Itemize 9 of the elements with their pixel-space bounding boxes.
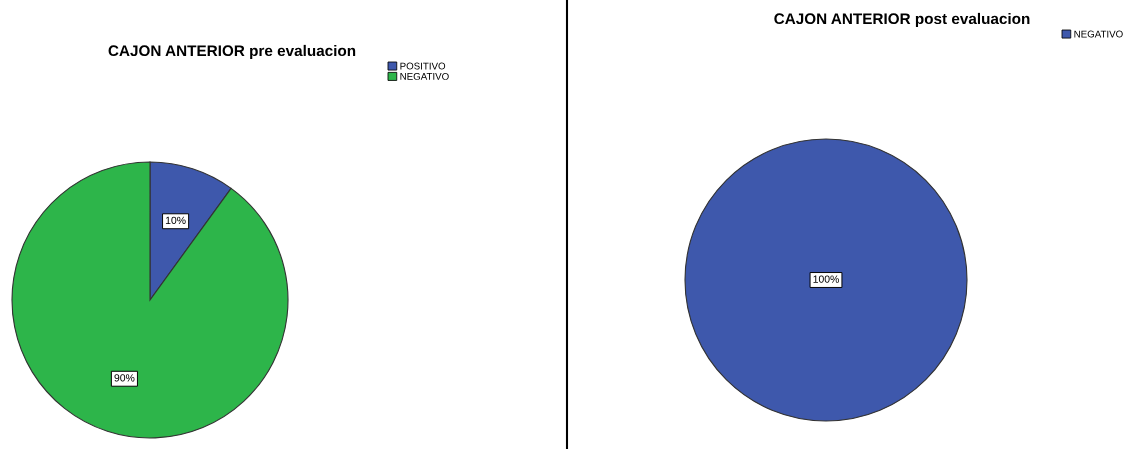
data-label: 10%: [165, 216, 186, 225]
data-label: 100%: [813, 275, 839, 283]
legend-label: NEGATIVO: [400, 72, 449, 80]
chart-title: CAJON ANTERIOR post evaluacion: [774, 12, 1030, 28]
pie-slice: [11, 161, 289, 439]
data-label: 90%: [114, 374, 135, 382]
legend-label: NEGATIVO: [1074, 30, 1123, 38]
legend-label: POSITIVO: [400, 62, 446, 70]
chart-title: CAJON ANTERIOR pre evaluacion: [108, 44, 356, 60]
